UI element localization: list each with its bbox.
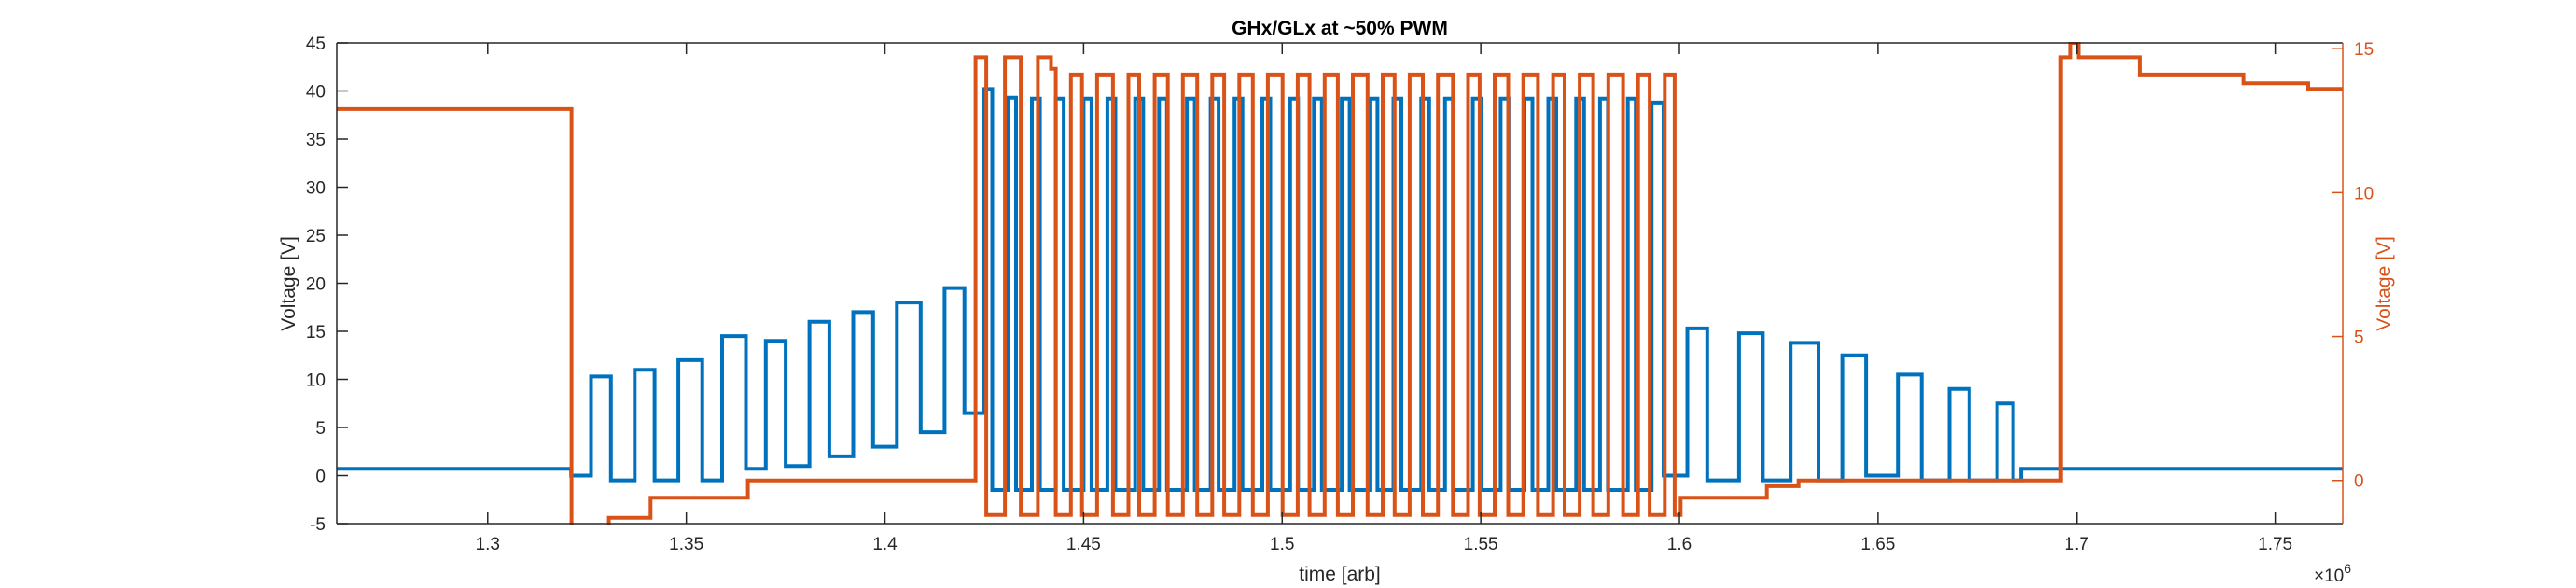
- series-line-left: [337, 87, 2343, 492]
- y-left-tick-label: 35: [306, 131, 326, 150]
- x-tick-label: 1.5: [1270, 535, 1294, 554]
- x-tick-label: 1.3: [476, 535, 500, 554]
- chart-title: GHx/GLx at ~50% PWM: [1232, 18, 1448, 39]
- x-exponent-base: ×10: [2314, 567, 2344, 586]
- x-tick-label: 1.35: [669, 535, 703, 554]
- x-axis-title: time [arb]: [1299, 564, 1381, 585]
- y-left-tick-label: 5: [315, 419, 326, 439]
- series-line-right: [337, 42, 2343, 525]
- y-left-tick-label: 40: [306, 83, 326, 103]
- x-tick-label: 1.65: [1860, 535, 1895, 554]
- series-layer: [337, 42, 2343, 525]
- axes-layer: 1.3 1.35 1.4 1.45 1.5 1.55 1.6 1.65 1.7 1.75 -5 0 5 1…: [306, 35, 2374, 554]
- y-left-tick-label: 0: [315, 468, 326, 487]
- x-tick-label: 1.45: [1066, 535, 1101, 554]
- y-right-tick-label: 15: [2354, 40, 2374, 60]
- y-left-tick-label: 30: [306, 179, 326, 199]
- y-left-tick-label: 25: [306, 227, 326, 246]
- plot-area: [337, 43, 2343, 524]
- x-tick-label: 1.75: [2258, 535, 2292, 554]
- y-left-tick-label: 45: [306, 35, 326, 54]
- y-right-tick-label: 10: [2354, 184, 2374, 203]
- y-left-tick-label: 15: [306, 323, 326, 343]
- y-left-tick-label: 20: [306, 275, 326, 295]
- x-tick-label: 1.6: [1667, 535, 1692, 554]
- y-left-axis-title: Voltage [V]: [278, 236, 299, 331]
- x-tick-label: 1.55: [1464, 535, 1498, 554]
- y-left-tick-label: 10: [306, 371, 326, 391]
- x-exponent-label: ×106: [2314, 561, 2351, 586]
- x-tick-label: 1.7: [2065, 535, 2089, 554]
- x-tick-label: 1.4: [872, 535, 898, 554]
- y-left-tick-label: -5: [310, 515, 326, 535]
- x-exponent-power: 6: [2344, 561, 2351, 576]
- y-right-axis-title: Voltage [V]: [2374, 236, 2395, 331]
- y-right-tick-label: 0: [2354, 472, 2364, 492]
- y-right-tick-label: 5: [2354, 329, 2364, 348]
